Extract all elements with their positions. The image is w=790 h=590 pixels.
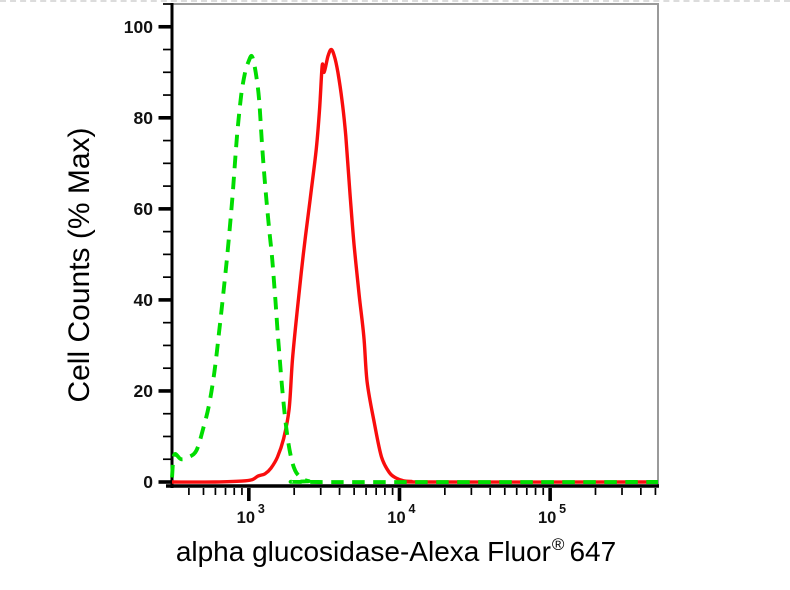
y-tick-label: 100: [124, 17, 153, 37]
registered-trademark-symbol: ®: [551, 535, 565, 554]
y-tick-label: 20: [134, 381, 154, 401]
control-histogram-curve: [170, 53, 659, 485]
y-tick-label: 40: [134, 290, 154, 310]
x-axis-title-main: alpha glucosidase-Alexa Fluor: [175, 536, 551, 567]
x-axis-title: alpha glucosidase-Alexa Fluor® 647: [175, 535, 617, 568]
x-tick-label-exponent: 3: [258, 502, 265, 516]
y-axis-title: Cell Counts (% Max): [63, 127, 96, 403]
y-tick-label: 80: [134, 108, 154, 128]
page-top-border: [0, 0, 790, 2]
x-tick-label-base: 10: [387, 509, 405, 527]
y-tick-label: 60: [134, 199, 154, 219]
sample-histogram-curve: [171, 47, 659, 484]
x-tick-label-base: 10: [237, 509, 255, 527]
x-tick-label-exponent: 4: [408, 502, 415, 516]
x-tick-label-base: 10: [538, 509, 556, 527]
x-tick-label-exponent: 5: [559, 502, 566, 516]
y-tick-label: 0: [143, 472, 153, 492]
x-axis-title-suffix: 647: [569, 536, 617, 567]
